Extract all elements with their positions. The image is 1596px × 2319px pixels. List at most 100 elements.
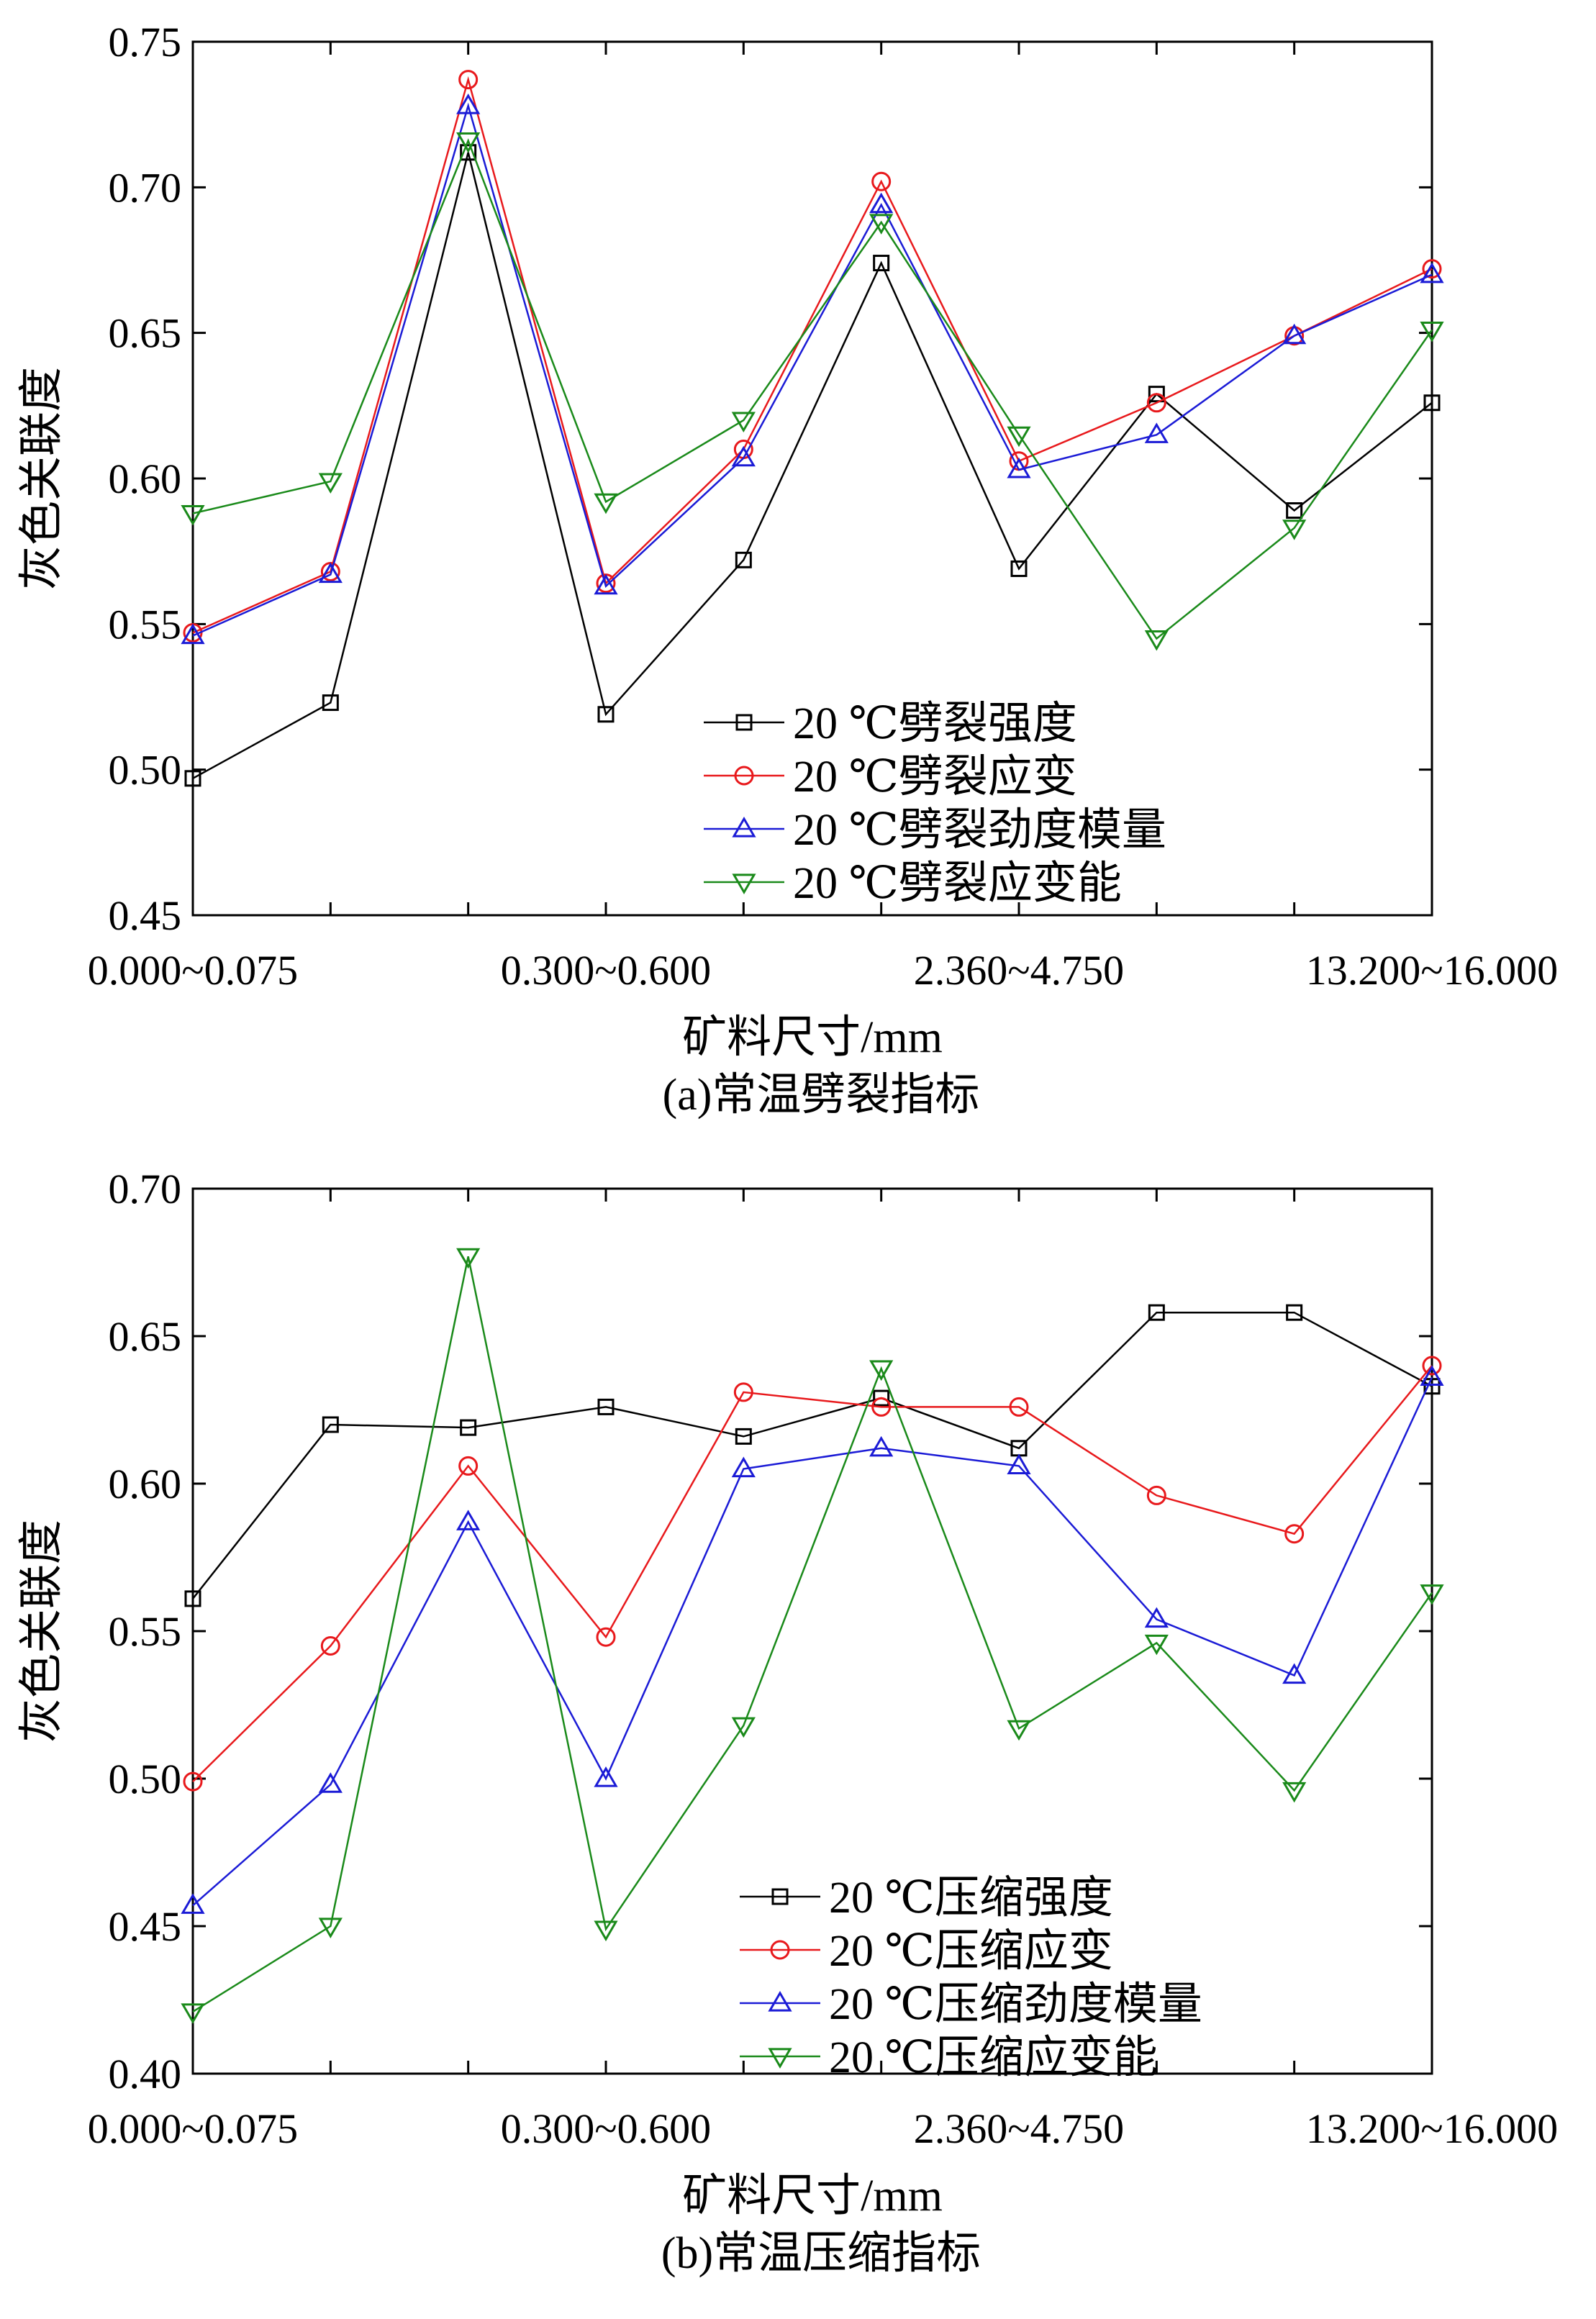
data-point-s1	[1422, 259, 1442, 279]
data-point-s2	[1007, 457, 1031, 478]
data-point-s2	[1007, 1453, 1031, 1474]
data-point-s2	[1420, 1365, 1444, 1386]
data-point-s3	[1420, 322, 1444, 342]
data-point-s3	[869, 1360, 894, 1381]
data-point-s3	[1282, 519, 1307, 540]
data-point-s1	[733, 1382, 753, 1402]
data-point-s0	[1423, 394, 1441, 412]
data-point-s1	[1009, 1397, 1029, 1417]
y-tick-label: 0.75	[109, 19, 182, 65]
y-tick-label: 0.40	[109, 2051, 182, 2097]
legend-label: 20 ℃劈裂应变	[793, 753, 1077, 802]
data-point-s0	[460, 144, 477, 161]
data-point-s1	[1146, 1485, 1166, 1505]
x-tick-label: 0.000~0.075	[88, 2105, 298, 2152]
chart-b: 0.40 0.45 0.50 0.55 0.60 0.65 0.70 0.000~0.075 0…	[17, 1166, 1558, 2278]
data-point-s3	[1007, 1720, 1031, 1741]
y-tick-label: 0.60	[109, 1461, 182, 1507]
data-point-s3	[456, 132, 481, 153]
legend-marker	[734, 766, 754, 786]
legend-marker	[732, 873, 756, 894]
data-point-s3	[594, 493, 618, 514]
data-point-s2	[318, 562, 343, 584]
x-tick-label: 0.000~0.075	[88, 947, 298, 994]
data-point-s1	[1284, 1524, 1305, 1544]
data-point-s2	[1282, 1663, 1307, 1684]
legend-marker	[771, 1888, 789, 1905]
data-point-s3	[318, 473, 343, 494]
x-tick-label: 13.200~16.000	[1306, 2105, 1558, 2152]
data-point-s0	[1010, 560, 1028, 577]
data-point-s3	[869, 214, 894, 235]
data-point-s2	[594, 573, 618, 595]
data-point-s1	[871, 1397, 892, 1417]
data-point-s1	[871, 171, 892, 191]
data-point-s2	[456, 1510, 481, 1530]
data-point-s2	[181, 1893, 205, 1914]
data-point-s1	[183, 1771, 203, 1792]
y-tick-label: 0.65	[109, 1313, 182, 1360]
data-point-s2	[1282, 323, 1307, 345]
legend-label: 20 ℃压缩劲度模量	[829, 1980, 1202, 2029]
x-tick-label: 0.300~0.600	[501, 947, 711, 994]
legend-marker	[768, 1991, 792, 2012]
data-point-s2	[869, 1435, 894, 1457]
legend-label: 20 ℃劈裂劲度模量	[793, 806, 1166, 855]
legend-label: 20 ℃压缩强度	[829, 1874, 1113, 1923]
legend-label: 20 ℃压缩应变能	[829, 2033, 1158, 2082]
legend-marker	[768, 2048, 792, 2069]
data-point-s0	[1148, 386, 1165, 403]
y-tick-label: 0.70	[109, 1166, 182, 1212]
data-point-s3	[1282, 1782, 1307, 1803]
data-point-s0	[597, 706, 615, 723]
data-point-s3	[181, 2003, 205, 2024]
legend-label: 20 ℃压缩应变	[829, 1927, 1113, 1976]
data-point-s0	[597, 1398, 615, 1415]
y-tick-label: 0.45	[109, 1903, 182, 1950]
legend-label: 20 ℃劈裂强度	[793, 699, 1077, 748]
data-point-s3	[456, 1248, 481, 1269]
x-tick-label: 2.360~4.750	[914, 947, 1124, 994]
data-point-s0	[735, 1428, 752, 1445]
data-point-s3	[1007, 426, 1031, 448]
data-point-s0	[873, 255, 890, 272]
legend-marker	[770, 1940, 790, 1960]
y-tick-label: 0.50	[109, 747, 182, 794]
data-point-s0	[460, 1419, 477, 1436]
legend-marker	[732, 817, 756, 838]
legend-marker	[735, 714, 753, 731]
data-point-s2	[731, 445, 756, 467]
y-tick-label: 0.50	[109, 1756, 182, 1802]
series-line-2	[192, 1376, 1433, 1907]
series-line-1	[192, 76, 1433, 634]
data-point-s3	[181, 504, 205, 526]
x-axis-label: 矿料尺寸/mm	[682, 1013, 943, 1062]
data-point-s0	[873, 1389, 890, 1407]
data-point-s0	[1286, 1304, 1303, 1321]
data-point-s2	[181, 623, 205, 645]
data-point-s3	[731, 1717, 756, 1738]
data-point-s0	[1148, 1304, 1165, 1321]
chart-caption: (b)常温压缩指标	[661, 2229, 981, 2278]
data-point-s0	[184, 770, 201, 787]
y-tick-label: 0.60	[109, 455, 182, 502]
series-line-1	[192, 1365, 1433, 1782]
series-line-2	[192, 102, 1433, 637]
y-tick-label: 0.65	[109, 310, 182, 357]
data-point-s3	[1420, 1584, 1444, 1605]
y-tick-label: 0.45	[109, 892, 182, 939]
data-point-s2	[731, 1456, 756, 1478]
data-point-s2	[456, 94, 481, 114]
data-point-s3	[1144, 1634, 1169, 1656]
y-axis-label: 灰色关联度	[17, 367, 66, 590]
data-point-s1	[1146, 393, 1166, 413]
y-tick-label: 0.55	[109, 601, 182, 648]
data-point-s1	[1422, 1356, 1442, 1376]
data-point-s3	[594, 1920, 618, 1942]
data-point-s2	[318, 1772, 343, 1793]
data-point-s0	[735, 551, 752, 568]
data-point-s0	[322, 1416, 339, 1433]
data-point-s2	[869, 192, 894, 214]
data-point-s2	[594, 1766, 618, 1787]
